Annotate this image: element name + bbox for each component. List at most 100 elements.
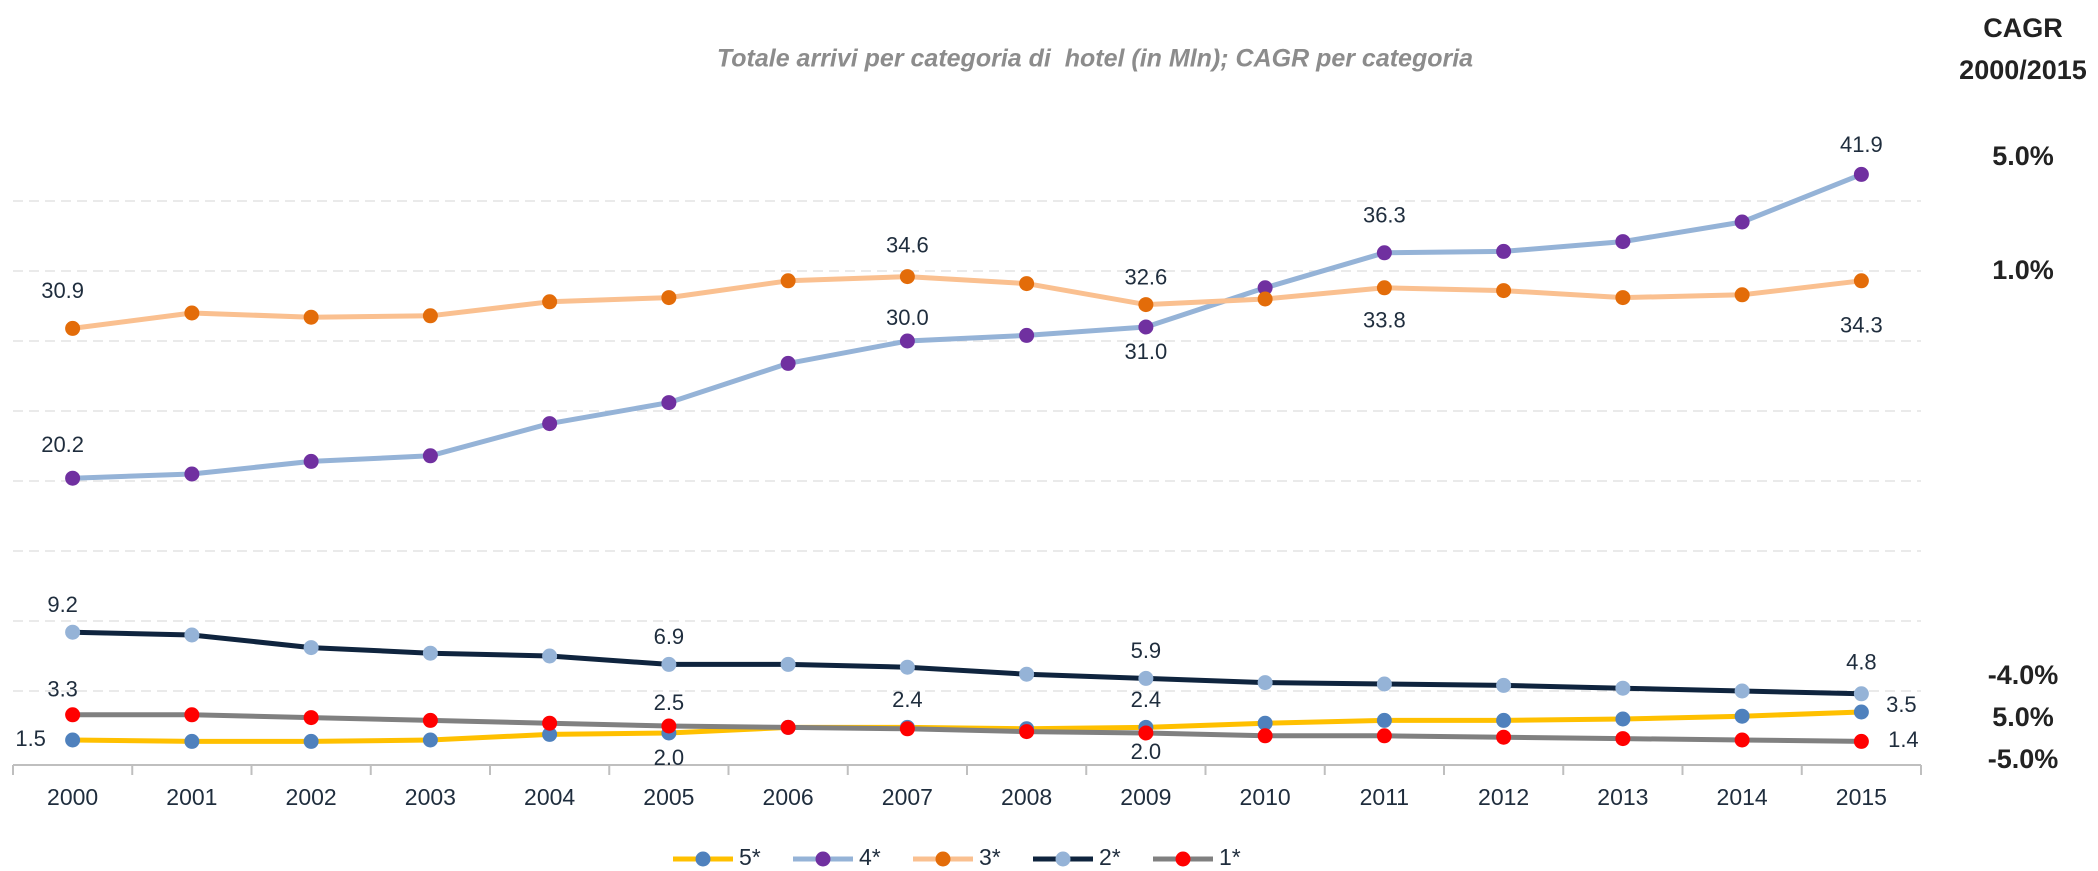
x-tick-label: 2009	[1120, 784, 1171, 810]
data-point	[1615, 731, 1631, 747]
x-tick-label: 2012	[1478, 784, 1529, 810]
data-point	[1615, 711, 1631, 727]
data-point	[661, 656, 677, 672]
data-point	[184, 733, 200, 749]
data-label: 3.3	[47, 677, 78, 702]
data-point	[65, 320, 81, 336]
data-point	[184, 707, 200, 723]
data-point	[1496, 729, 1512, 745]
data-point	[1853, 686, 1869, 702]
data-label: 30.0	[886, 305, 929, 330]
cagr-value: 5.0%	[1992, 702, 2054, 732]
data-label: 2.0	[654, 745, 685, 770]
x-tick-label: 2000	[47, 784, 98, 810]
data-point	[1257, 280, 1273, 296]
legend-marker	[815, 851, 831, 867]
series-line	[72, 172, 1863, 481]
x-tick-label: 2003	[405, 784, 456, 810]
legend-marker	[935, 851, 951, 867]
data-point	[1853, 733, 1869, 749]
data-label: 36.3	[1363, 203, 1406, 228]
data-point	[780, 273, 796, 289]
x-tick-label: 2005	[643, 784, 694, 810]
data-point	[780, 719, 796, 735]
data-point	[422, 308, 438, 324]
data-point	[303, 453, 319, 469]
data-point	[1615, 234, 1631, 250]
data-label: 2.4	[1131, 687, 1162, 712]
legend-marker	[1055, 851, 1071, 867]
data-point	[899, 659, 915, 675]
legend-marker	[1175, 851, 1191, 867]
x-tick-label: 2001	[166, 784, 217, 810]
data-point	[184, 466, 200, 482]
cagr-value: -5.0%	[1988, 744, 2059, 774]
x-tick-label: 2004	[524, 784, 575, 810]
x-tick-label: 2011	[1360, 784, 1409, 810]
data-label: 6.9	[654, 624, 685, 649]
data-label: 5.9	[1131, 638, 1162, 663]
x-tick-label: 2002	[286, 784, 337, 810]
data-point	[542, 715, 558, 731]
data-point	[1734, 732, 1750, 748]
data-point	[1496, 283, 1512, 299]
data-point	[1019, 724, 1035, 740]
cagr-title: CAGR	[1983, 13, 2063, 43]
data-label: 2.0	[1131, 739, 1162, 764]
data-point	[65, 732, 81, 748]
data-label: 9.2	[47, 592, 78, 617]
data-point	[1138, 725, 1154, 741]
data-point	[1615, 290, 1631, 306]
data-point	[184, 305, 200, 321]
data-label: 4.8	[1846, 650, 1877, 675]
data-point	[303, 733, 319, 749]
data-point	[542, 726, 558, 742]
data-point	[1496, 712, 1512, 728]
legend-label: 1*	[1219, 844, 1241, 870]
series-line	[72, 712, 1862, 744]
data-point	[422, 732, 438, 748]
data-label: 30.9	[41, 278, 84, 303]
data-point	[1734, 214, 1750, 230]
data-point	[1734, 287, 1750, 303]
chart-title: Totale arrivi per categoria di hotel (in…	[717, 45, 1473, 73]
data-point	[1734, 708, 1750, 724]
cagr-title: 2000/2015	[1959, 55, 2087, 85]
data-point	[303, 640, 319, 656]
legend-label: 5*	[739, 844, 761, 870]
data-point	[1496, 677, 1512, 693]
data-point	[542, 648, 558, 664]
legend-label: 4*	[859, 844, 881, 870]
data-point	[661, 718, 677, 734]
data-point	[661, 290, 677, 306]
data-point	[1734, 683, 1750, 699]
data-label: 2.5	[654, 690, 685, 715]
data-point	[1257, 728, 1273, 744]
data-label: 34.3	[1840, 313, 1883, 338]
data-point	[1019, 327, 1035, 343]
series-line	[72, 629, 1862, 697]
data-point	[1615, 680, 1631, 696]
data-point	[542, 416, 558, 432]
data-point	[542, 294, 558, 310]
data-point	[780, 656, 796, 672]
data-point	[780, 355, 796, 371]
data-point	[1019, 666, 1035, 682]
data-point	[303, 309, 319, 325]
legend-label: 2*	[1099, 844, 1121, 870]
data-point	[1138, 670, 1154, 686]
data-point	[899, 269, 915, 285]
data-point	[899, 721, 915, 737]
data-label: 3.5	[1886, 692, 1917, 717]
data-point	[422, 448, 438, 464]
data-point	[1376, 280, 1392, 296]
data-point	[303, 710, 319, 726]
data-label: 34.6	[886, 232, 929, 257]
data-point	[65, 707, 81, 723]
cagr-value: 1.0%	[1992, 255, 2054, 285]
x-tick-label: 2015	[1836, 784, 1887, 810]
data-point	[65, 470, 81, 486]
x-tick-label: 2006	[763, 784, 814, 810]
data-label: 1.4	[1888, 727, 1919, 752]
